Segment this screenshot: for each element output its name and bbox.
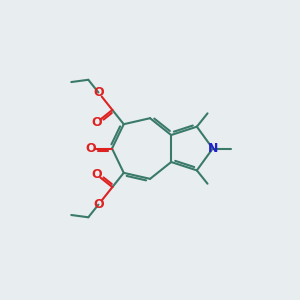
Text: O: O (93, 198, 104, 211)
Text: N: N (208, 142, 218, 155)
Text: O: O (91, 168, 102, 181)
Text: O: O (93, 86, 104, 99)
Text: O: O (85, 142, 96, 155)
Text: O: O (91, 116, 102, 129)
